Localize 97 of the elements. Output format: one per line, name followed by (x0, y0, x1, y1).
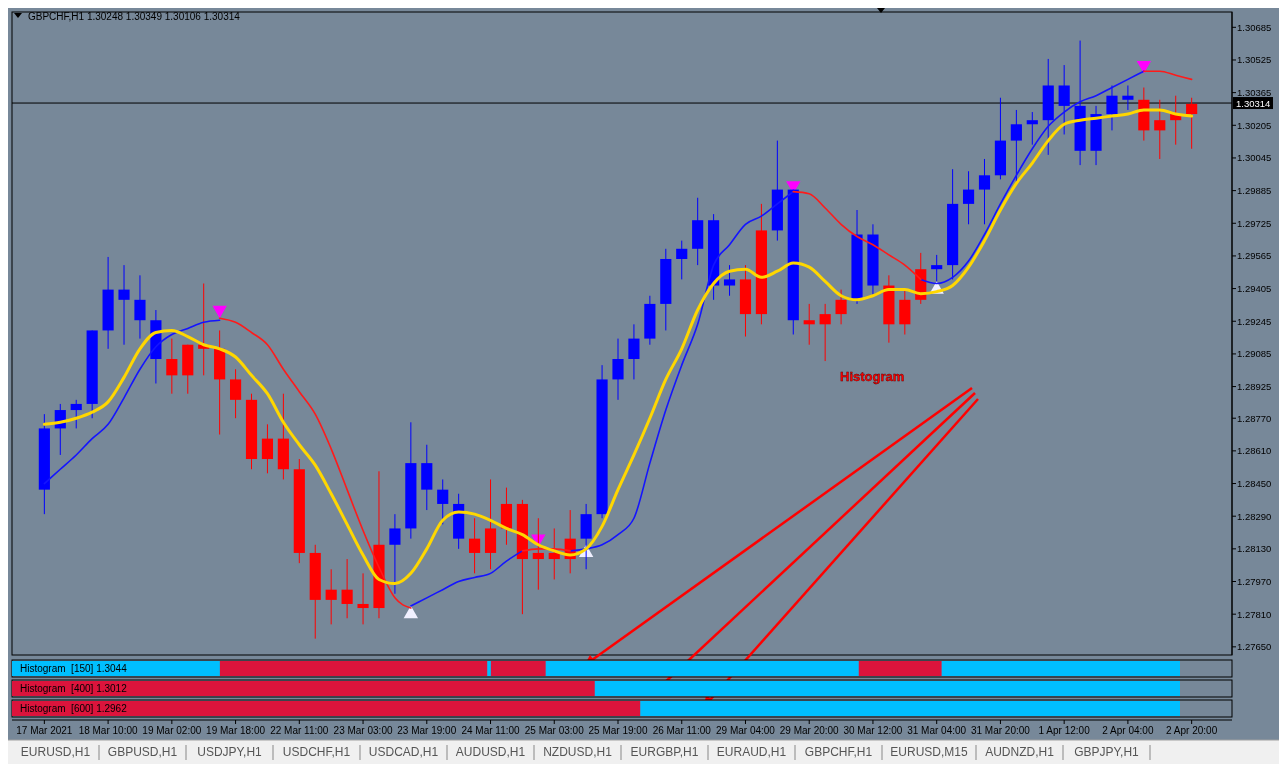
candlestick (835, 289, 847, 325)
candlestick (1106, 84, 1118, 131)
text: AUDNZD,H1 (985, 745, 1055, 759)
y-tick-label: 1.27970 (1237, 576, 1272, 588)
candlestick (628, 323, 640, 380)
point (212, 305, 227, 319)
y-tick-label: 1.28925 (1237, 381, 1272, 393)
x-tick-label: 31 Mar 20:00 (970, 725, 1031, 736)
candlestick (469, 517, 481, 574)
y-tick-label: Histogram [400] 1.3012 (20, 683, 128, 694)
x-tick-label: 18 Mar 10:00 (78, 725, 138, 736)
text: GBPJPY,H1 (1074, 745, 1140, 759)
y-tick-label: 1.30525 (1237, 54, 1272, 66)
bar (545, 661, 859, 676)
x-tick-label: 30 Mar 12:00 (843, 725, 903, 736)
point (1136, 60, 1152, 74)
text: EURGBP,H1 (630, 745, 699, 759)
text: EURUSD,H1 (20, 745, 91, 759)
x-tick-label: 25 Mar 03:00 (524, 725, 585, 736)
candlestick (1122, 84, 1134, 111)
y-tick-label: 1.29885 (1237, 185, 1272, 197)
y-tick-label: 1.29565 (1237, 250, 1272, 262)
x-tick-label: 26 Mar 11:00 (652, 725, 712, 736)
x-tick-label: 1 Apr 12:00 (1038, 725, 1091, 736)
candlestick (1058, 64, 1070, 135)
candlestick (978, 158, 991, 225)
candlestick (230, 368, 242, 419)
y-tick-label: 1.28450 (1237, 478, 1272, 490)
x-tick-label: 17 Mar 2021 (16, 725, 73, 736)
x-tick-label: 25 Mar 19:00 (588, 725, 648, 736)
y-tick-label: 1.27810 (1237, 608, 1272, 620)
candlestick (1026, 111, 1038, 146)
x-tick-label: 23 Mar 03:00 (333, 725, 393, 736)
chart-title: GBPCHF,H1 1.30248 1.30349 1.30106 1.30314 (28, 11, 241, 22)
candlestick (723, 264, 736, 297)
candlestick (1010, 109, 1022, 182)
candlestick (612, 338, 624, 401)
bar (490, 661, 546, 676)
candlestick (118, 264, 130, 346)
y-tick-label: 1.28130 (1237, 543, 1272, 555)
candlestick (548, 527, 560, 580)
candlestick (341, 558, 353, 619)
y-tick-label: 1.29725 (1237, 217, 1272, 229)
y-tick-label: 1.28290 (1237, 510, 1272, 522)
candlestick (1186, 97, 1198, 150)
x-tick-label: 2 Apr 04:00 (1102, 725, 1154, 736)
text: EURUSD,M15 (890, 745, 968, 759)
text: GBPCHF,H1 (804, 745, 873, 759)
text: NZDUSD,H1 (543, 745, 613, 759)
y-tick-label: 1.30045 (1237, 152, 1272, 164)
candlestick (389, 513, 401, 595)
y-tick-label: 1.30205 (1237, 119, 1272, 131)
candlestick (325, 568, 337, 625)
bar (941, 661, 1180, 676)
ref-line-label: 1.30314 (1236, 97, 1271, 109)
x-tick-label: 24 Mar 11:00 (461, 725, 521, 736)
candlestick (70, 399, 82, 429)
y-tick-label: 1.27650 (1237, 641, 1272, 653)
x-tick-label: 29 Mar 20:00 (779, 725, 840, 736)
candlestick (962, 170, 975, 225)
bar (487, 661, 491, 676)
x-tick-label: 22 Mar 11:00 (270, 725, 329, 736)
y-tick-label: 1.30685 (1237, 21, 1272, 33)
y-tick-label: 1.28770 (1237, 412, 1272, 424)
x-tick-label: 19 Mar 02:00 (142, 725, 202, 736)
y-tick-label: 1.29245 (1237, 315, 1272, 327)
text: USDCAD,H1 (368, 745, 439, 759)
candlestick (166, 338, 178, 395)
point (403, 605, 419, 619)
text: USDJPY,H1 (197, 745, 263, 759)
candlestick (437, 478, 449, 525)
bar (858, 661, 942, 676)
x-tick-label: 19 Mar 18:00 (206, 725, 266, 736)
candlestick (931, 254, 943, 282)
text: EURAUD,H1 (716, 745, 787, 759)
y-tick-label: Histogram [150] 1.3044 (20, 663, 128, 674)
candlestick (357, 572, 369, 625)
text: GBPUSD,H1 (107, 745, 178, 759)
bar (219, 661, 488, 676)
x-tick-label: 23 Mar 19:00 (397, 725, 457, 736)
y-tick-label: 1.28610 (1237, 445, 1272, 457)
x-tick-label: 31 Mar 04:00 (907, 725, 967, 736)
x-tick-label: 2 Apr 20:00 (1166, 725, 1218, 736)
text: USDCHF,H1 (282, 745, 351, 759)
y-tick-label: 1.29405 (1237, 283, 1272, 295)
candlestick (676, 240, 688, 280)
y-tick-label: Histogram [600] 1.2962 (20, 703, 128, 714)
x-tick-label: 29 Mar 04:00 (716, 725, 776, 736)
candlestick (819, 303, 831, 362)
annotation: Histogram (840, 369, 905, 384)
candlestick (1154, 99, 1166, 160)
candlestick (134, 274, 146, 340)
candlestick (803, 303, 815, 346)
y-tick-label: 1.30365 (1237, 87, 1272, 99)
text: AUDUSD,H1 (455, 745, 526, 759)
y-tick-label: 1.29085 (1237, 348, 1272, 360)
candlestick (261, 423, 274, 474)
